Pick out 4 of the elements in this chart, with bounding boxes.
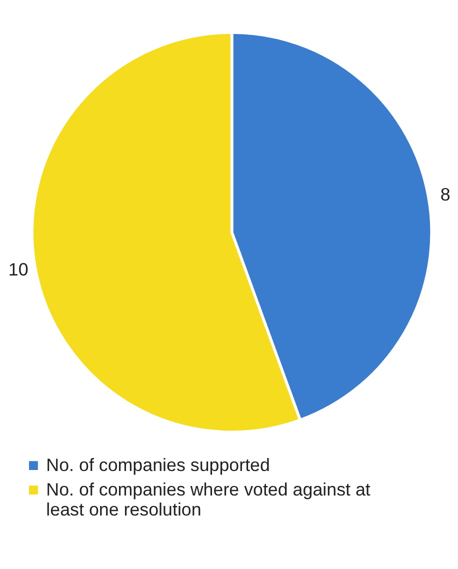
legend-label: No. of companies supported	[46, 455, 270, 476]
legend-label: No. of companies where voted against at least one resolution	[46, 480, 370, 520]
data-label: 8	[440, 184, 450, 204]
data-label: 10	[8, 260, 28, 280]
